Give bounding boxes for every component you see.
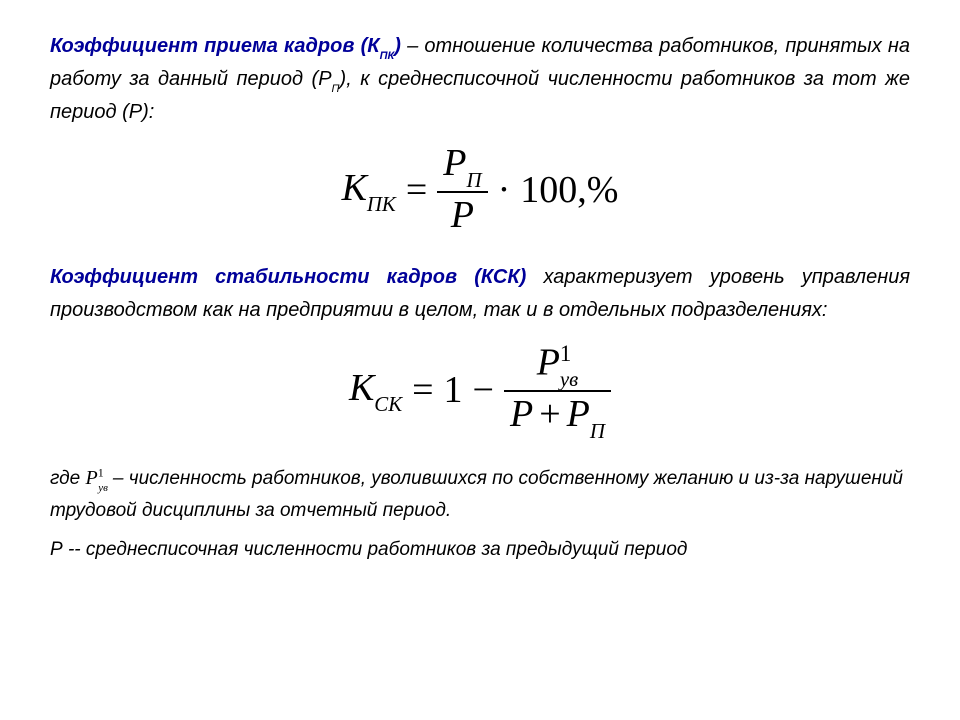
where-clause-1: где Р1ув – численность работников, уволи… [50,463,910,524]
term-1: Коэффициент приема кадров [50,35,354,57]
paragraph-2: Коэффициент стабильности кадров (КСК) ха… [50,261,910,327]
f1-100: 100,% [520,168,618,212]
f2-eq: = [412,368,433,412]
where2-dash: -- [63,539,86,560]
para1-sub: П [332,83,340,95]
f2-denominator: Р+РП [504,394,611,440]
formula-1: КПК = РП Р · 100,% [50,143,910,236]
where-prefix: где [50,468,86,489]
f1-eq: = [406,168,427,212]
f1-dot: · [498,168,511,212]
f2-fraction: Р1ув Р+РП [504,341,611,440]
formula-2: КСК = 1 − Р1ув Р+РП [50,341,910,440]
where2-body: среднесписочная численности работников з… [86,539,687,560]
f2-numerator: Р1ув [531,341,584,388]
f1-denominator: Р [445,195,480,237]
f2-K: КСК [349,366,402,415]
f1-K: КПК [342,166,396,215]
f1-numerator: РП [437,143,487,189]
f1-fraction: РП Р [437,143,487,236]
where-clause-2: Р -- среднесписочная численности работни… [50,535,910,564]
fraction-bar [504,390,611,392]
term-1-symbol: (КПК) [361,35,408,57]
f2-one: 1 [444,368,463,412]
term-2: Коэффициент стабильности кадров [50,266,457,288]
f2-minus: − [473,368,494,412]
where-var: Р1ув [86,467,113,489]
where-body: – численность работников, уволившихся по… [50,468,903,520]
paragraph-1: Коэффициент приема кадров (КПК) – отноше… [50,30,910,129]
where2-var: Р [50,539,63,560]
term-2-symbol: (КСК) [457,266,543,288]
